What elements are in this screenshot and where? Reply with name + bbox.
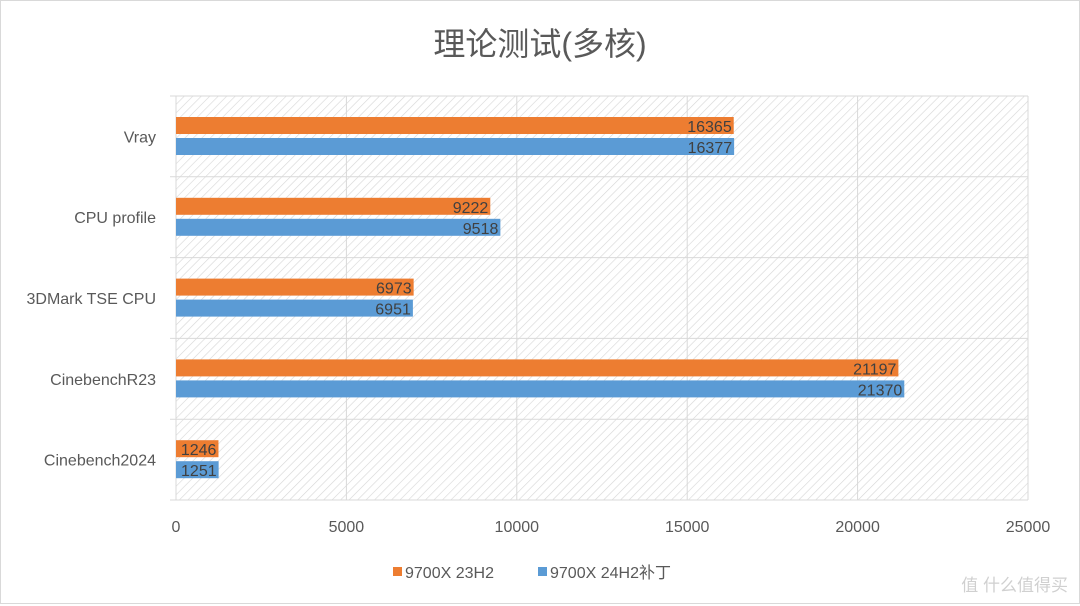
data-label: 21370 [858, 382, 903, 399]
watermark: 值 什么值得买 [961, 576, 1068, 595]
legend-label: 9700X 23H2 [405, 565, 494, 582]
legend-swatch [393, 567, 402, 576]
y-category-label: CPU profile [74, 210, 156, 227]
bar-23h2 [176, 359, 899, 377]
legend-label: 9700X 24H2补丁 [550, 564, 671, 582]
x-tick-label: 15000 [665, 519, 710, 536]
data-label: 9222 [453, 200, 489, 217]
y-category-label: 3DMark TSE CPU [26, 291, 156, 308]
data-label: 6951 [375, 302, 411, 319]
y-category-label: Cinebench2024 [44, 453, 156, 470]
data-label: 21197 [853, 361, 896, 378]
data-label: 1251 [181, 463, 217, 480]
y-category-label: Vray [124, 129, 156, 146]
plot-area [176, 96, 1028, 500]
chart-title: 理论测试(多核) [433, 26, 646, 62]
data-label: 9518 [463, 221, 499, 238]
bar-23h2 [176, 117, 734, 134]
bar-23h2 [176, 278, 414, 296]
bar-24h2 [176, 380, 905, 398]
x-tick-label: 10000 [495, 519, 540, 536]
y-category-label: CinebenchR23 [50, 372, 156, 389]
bar-24h2 [176, 461, 219, 479]
bar-24h2 [176, 299, 413, 317]
data-label: 6973 [376, 281, 412, 298]
x-tick-label: 25000 [1006, 519, 1051, 536]
data-label: 16365 [687, 119, 732, 136]
x-tick-label: 20000 [835, 519, 880, 536]
data-label: 16377 [688, 140, 733, 157]
bar-24h2 [176, 138, 735, 155]
bar-23h2 [176, 440, 219, 458]
x-tick-label: 0 [172, 519, 181, 536]
legend-swatch [538, 567, 547, 576]
x-tick-label: 5000 [329, 519, 365, 536]
data-label: 1246 [181, 442, 217, 459]
bar-24h2 [176, 218, 501, 236]
bar-23h2 [176, 197, 491, 215]
